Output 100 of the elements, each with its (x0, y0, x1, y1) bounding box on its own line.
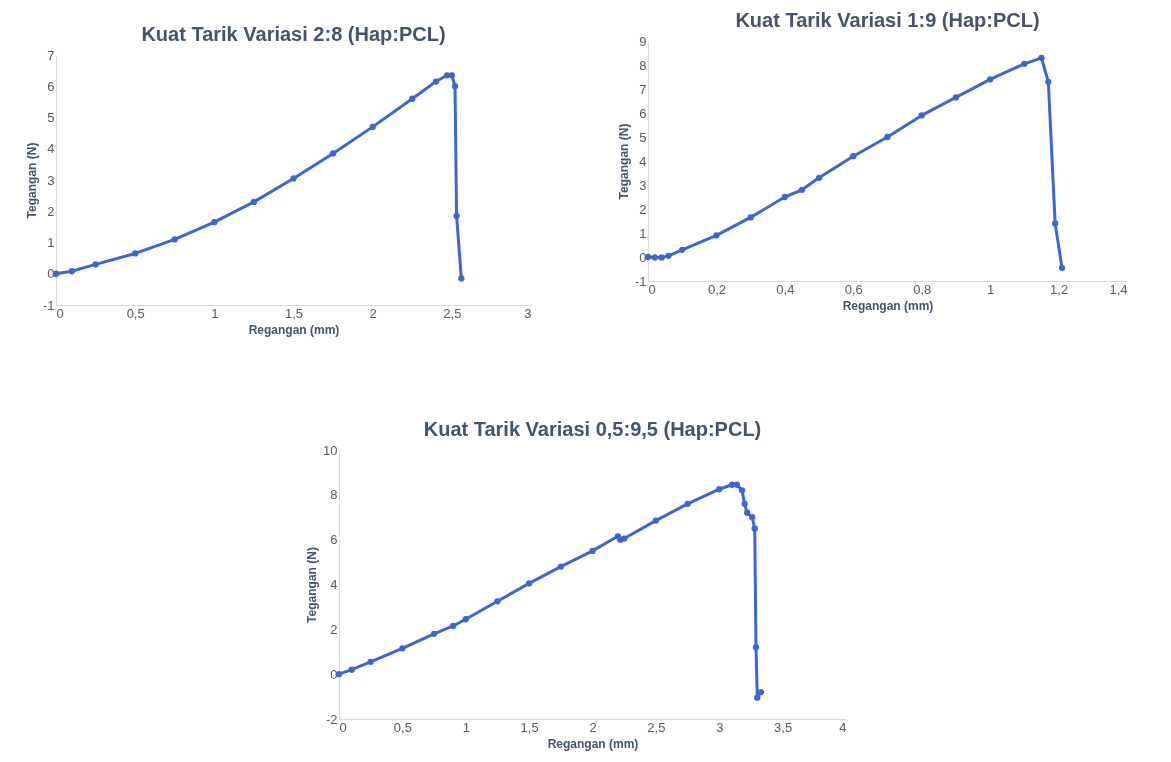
x-axis-title: Regangan (mm) (842, 298, 934, 313)
y-tick-label: 2 (330, 621, 338, 637)
point (458, 275, 465, 282)
y-tick-label: 4 (330, 577, 338, 592)
x-tick-label: 1,2 (1050, 281, 1069, 297)
y-tick-label: 8 (639, 57, 647, 73)
x-tick-label: 0,5 (126, 305, 145, 321)
y-tick-label: 6 (47, 78, 55, 94)
y-tick-label: 3 (639, 177, 647, 193)
point (443, 72, 451, 79)
point (211, 219, 218, 226)
y-axis-title: Tegangan (N) (24, 142, 39, 219)
point (432, 78, 440, 85)
y-tick-label: 8 (330, 487, 338, 503)
x-tick-label: 1 (462, 719, 470, 735)
x-tick-label: 4 (839, 719, 847, 735)
point (430, 630, 438, 637)
point (290, 175, 297, 182)
point (781, 193, 789, 201)
point (1051, 220, 1059, 227)
x-tick-label: 3 (524, 305, 532, 321)
point (728, 481, 736, 488)
x-tick-label: 3 (716, 719, 724, 735)
x-tick-label: 1,5 (520, 719, 539, 735)
point (747, 214, 754, 221)
y-tick-label: 5 (47, 110, 55, 125)
point (1038, 54, 1045, 61)
point (1045, 78, 1052, 85)
point (589, 547, 596, 555)
y-tick-label: 2 (639, 201, 647, 217)
point (462, 616, 469, 623)
point (749, 514, 756, 521)
y-axis-title: Tegangan (N) (305, 547, 320, 623)
x-tick-label: 0,4 (776, 281, 795, 297)
point (369, 123, 376, 131)
x-tick-label: 0,5 (393, 719, 412, 735)
x-tick-label: 1 (987, 281, 995, 297)
x-tick-label: 2 (369, 305, 377, 321)
x-tick-label: 1 (211, 305, 219, 321)
point (557, 563, 564, 570)
y-tick-label: 1 (47, 235, 55, 250)
point (525, 580, 533, 587)
x-tick-label: 3,5 (774, 719, 793, 735)
y-tick-label: 4 (47, 141, 55, 157)
x-tick-label: 1,4 (1109, 281, 1128, 297)
point (1021, 60, 1028, 67)
point (621, 535, 628, 542)
chart-title: Kuat Tarik Variasi 1:9 (Hap:PCL) (735, 9, 1040, 31)
chart-title: Kuat Tarik Variasi 0,5:9,5 (Hap:PCL) (423, 418, 762, 440)
x-tick-label: 2,5 (443, 305, 462, 321)
point (751, 525, 758, 532)
point (798, 186, 806, 193)
x-tick-label: 2,5 (647, 719, 666, 735)
point (679, 246, 686, 253)
y-tick-label: 10 (323, 442, 338, 458)
point (713, 232, 720, 239)
point (399, 645, 406, 652)
point (68, 268, 75, 275)
point (743, 509, 751, 516)
point (453, 212, 460, 220)
point (733, 481, 741, 488)
point (329, 150, 337, 157)
y-tick-label: -2 (325, 711, 338, 727)
x-tick-label: 0,6 (844, 281, 863, 297)
point (658, 254, 665, 261)
y-tick-label: 1 (639, 225, 647, 241)
x-tick-label: 2 (589, 719, 597, 735)
point (754, 694, 761, 701)
y-axis-title: Tegangan (N) (616, 123, 631, 200)
point (367, 658, 374, 665)
point (448, 72, 455, 79)
y-tick-label: 6 (639, 105, 647, 121)
chart-title: Kuat Tarik Variasi 2:8 (Hap:PCL) (141, 23, 446, 45)
point (250, 198, 258, 206)
y-tick-label: 7 (639, 81, 647, 97)
point (884, 133, 891, 141)
point (132, 250, 139, 257)
y-tick-label: -1 (42, 297, 55, 313)
x-axis-title: Regangan (mm) (248, 322, 340, 337)
y-tick-label: 7 (47, 47, 55, 63)
point (850, 153, 857, 160)
y-tick-label: 4 (639, 153, 647, 169)
y-tick-label: 6 (330, 532, 338, 548)
y-tick-label: -1 (634, 273, 647, 289)
point (952, 94, 960, 101)
y-tick-label: 3 (47, 172, 55, 188)
point (651, 254, 658, 261)
y-tick-label: 2 (47, 203, 55, 219)
point (665, 252, 672, 259)
point (409, 95, 416, 102)
y-tick-label: 9 (639, 33, 647, 49)
point (652, 517, 660, 524)
point (449, 622, 457, 630)
y-tick-label: 5 (639, 129, 647, 145)
point (986, 76, 994, 83)
point (918, 112, 925, 119)
x-tick-label: 0,2 (707, 281, 726, 297)
x-tick-label: 1,5 (284, 305, 304, 321)
point (1058, 264, 1066, 271)
point (716, 486, 723, 493)
